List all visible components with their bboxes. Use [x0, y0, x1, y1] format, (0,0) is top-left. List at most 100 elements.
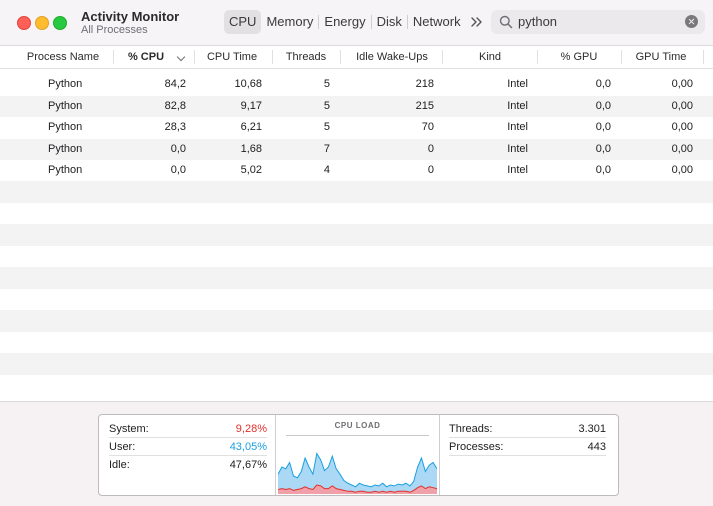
empty-row — [0, 224, 713, 246]
threads: 5 — [323, 78, 330, 90]
empty-row — [0, 267, 713, 289]
gpu-percent: 0,0 — [595, 78, 611, 90]
table-row[interactable]: Python 84,2 10,68 5 218 Intel 0,0 0,00 — [0, 74, 713, 96]
column-divider[interactable] — [621, 50, 622, 64]
clear-icon[interactable] — [685, 15, 698, 28]
empty-row — [0, 332, 713, 354]
threads-value: 3.301 — [578, 423, 606, 435]
tab-network[interactable]: Network — [412, 14, 461, 29]
system-stat: System: 9,28% — [109, 420, 267, 438]
cpu-summary-panel: System: 9,28% User: 43,05% Idle: 47,67% … — [98, 414, 619, 496]
chevron-down-icon — [176, 52, 186, 62]
table-row[interactable]: Python 28,3 6,21 5 70 Intel 0,0 0,00 — [0, 117, 713, 139]
gpu-time: 0,00 — [671, 99, 693, 112]
divider — [109, 455, 267, 456]
kind: Intel — [507, 121, 528, 133]
column-divider[interactable] — [537, 50, 538, 64]
threads: 5 — [323, 121, 330, 133]
tab-bar: CPU Memory Energy Disk Network — [224, 10, 466, 34]
process-name: Python — [48, 164, 83, 176]
gpu-percent: 0,0 — [595, 99, 611, 112]
tab-separator — [406, 15, 408, 29]
cpu-time: 10,68 — [234, 78, 262, 90]
zoom-window-button[interactable] — [53, 16, 67, 30]
tab-energy[interactable]: Energy — [324, 14, 366, 29]
kind: Intel — [507, 99, 528, 112]
column-divider[interactable] — [113, 50, 114, 64]
search-field[interactable] — [491, 10, 705, 34]
cpu-percent: 0,0 — [170, 164, 186, 176]
idle-label: Idle: — [109, 459, 130, 471]
process-name: Python — [48, 99, 83, 112]
column-header-process-name[interactable]: Process Name — [26, 51, 100, 63]
processes-value: 443 — [587, 441, 606, 453]
column-header-gpu[interactable]: % GPU — [560, 51, 598, 63]
gpu-time: 0,00 — [671, 78, 693, 90]
gpu-percent: 0,0 — [595, 121, 611, 133]
processes-stat: Processes: 443 — [449, 438, 606, 456]
user-label: User: — [109, 441, 136, 453]
close-window-button[interactable] — [17, 16, 31, 30]
idle-wake-ups: 70 — [421, 121, 434, 133]
process-name: Python — [48, 121, 83, 133]
column-header-idle-wake-ups[interactable]: Idle Wake-Ups — [356, 51, 428, 63]
idle-wake-ups: 215 — [415, 99, 434, 112]
system-label: System: — [109, 423, 149, 435]
column-header-gpu-time[interactable]: GPU Time — [635, 51, 687, 63]
process-list: Python 84,2 10,68 5 218 Intel 0,0 0,00 P… — [0, 74, 713, 182]
table-row[interactable]: Python 0,0 5,02 4 0 Intel 0,0 0,00 — [0, 160, 713, 182]
minimize-window-button[interactable] — [35, 16, 49, 30]
gpu-time: 0,00 — [671, 121, 693, 133]
threads: 4 — [323, 164, 330, 176]
user-load-line — [278, 452, 437, 488]
process-name: Python — [48, 78, 83, 90]
empty-row — [0, 310, 713, 332]
table-row[interactable]: Python 82,8 9,17 5 215 Intel 0,0 0,00 — [0, 95, 713, 117]
process-name: Python — [48, 142, 83, 155]
view-subtitle[interactable]: All Processes — [81, 24, 148, 36]
empty-row — [0, 375, 713, 397]
user-load-area — [278, 453, 437, 494]
empty-row — [0, 203, 713, 225]
search-icon — [499, 15, 513, 29]
search-input[interactable] — [518, 14, 668, 29]
tab-memory[interactable]: Memory — [266, 14, 314, 29]
column-header-cpu-time[interactable]: CPU Time — [206, 51, 258, 63]
table-header: Process Name % CPU CPU Time Threads Idle… — [0, 46, 713, 69]
kind: Intel — [507, 78, 528, 90]
system-load-line — [278, 484, 437, 493]
column-divider[interactable] — [194, 50, 195, 64]
column-divider[interactable] — [340, 50, 341, 64]
column-divider[interactable] — [272, 50, 273, 64]
process-counts: Threads: 3.301 Processes: 443 — [440, 415, 618, 495]
tab-disk[interactable]: Disk — [376, 14, 402, 29]
summary-area: System: 9,28% User: 43,05% Idle: 47,67% … — [0, 401, 713, 506]
threads: 5 — [323, 99, 330, 112]
chevron-double-right-icon[interactable] — [468, 12, 486, 32]
tab-cpu[interactable]: CPU — [224, 10, 262, 34]
user-value: 43,05% — [229, 441, 267, 453]
threads: 7 — [323, 142, 330, 155]
column-divider[interactable] — [703, 50, 704, 64]
empty-row — [0, 353, 713, 375]
table-row[interactable]: Python 0,0 1,68 7 0 Intel 0,0 0,00 — [0, 138, 713, 160]
empty-row — [0, 246, 713, 268]
threads-stat: Threads: 3.301 — [449, 420, 606, 438]
idle-stat: Idle: 47,67% — [109, 456, 267, 474]
column-header-threads[interactable]: Threads — [285, 51, 327, 63]
cpu-time: 1,68 — [240, 142, 262, 155]
idle-value: 47,67% — [229, 459, 267, 471]
cpu-time: 9,17 — [240, 99, 262, 112]
cpu-percent: 82,8 — [164, 99, 186, 112]
divider — [449, 455, 606, 456]
tab-separator — [318, 15, 320, 29]
divider — [109, 437, 267, 438]
kind: Intel — [507, 164, 528, 176]
column-header-kind[interactable]: Kind — [478, 51, 502, 63]
column-divider[interactable] — [442, 50, 443, 64]
idle-wake-ups: 0 — [427, 142, 434, 155]
gpu-time: 0,00 — [671, 164, 693, 176]
cpu-usage-stats: System: 9,28% User: 43,05% Idle: 47,67% — [99, 415, 276, 495]
column-header-cpu[interactable]: % CPU — [127, 51, 165, 63]
gpu-percent: 0,0 — [595, 164, 611, 176]
